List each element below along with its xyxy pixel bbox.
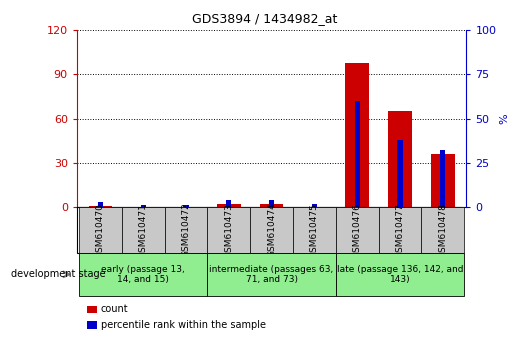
Bar xyxy=(226,200,232,207)
Text: GSM610473: GSM610473 xyxy=(224,202,233,258)
Bar xyxy=(378,207,421,253)
Bar xyxy=(312,204,317,207)
Bar xyxy=(217,204,241,207)
Text: GSM610472: GSM610472 xyxy=(181,203,190,257)
Bar xyxy=(98,202,103,207)
Text: early (passage 13,
14, and 15): early (passage 13, 14, and 15) xyxy=(101,265,185,284)
Text: GDS3894 / 1434982_at: GDS3894 / 1434982_at xyxy=(192,12,338,25)
Text: late (passage 136, 142, and
143): late (passage 136, 142, and 143) xyxy=(337,265,463,284)
Text: GSM610471: GSM610471 xyxy=(139,202,148,258)
Bar xyxy=(440,150,445,207)
Bar xyxy=(87,306,97,313)
Y-axis label: %: % xyxy=(499,113,509,124)
Bar xyxy=(336,207,378,253)
Bar xyxy=(336,253,464,296)
Bar xyxy=(183,205,189,207)
Text: GSM610470: GSM610470 xyxy=(96,202,105,258)
Bar xyxy=(165,207,207,253)
Bar xyxy=(355,101,360,207)
Bar xyxy=(122,207,165,253)
Bar xyxy=(269,200,274,207)
Bar xyxy=(431,154,455,207)
Text: GSM610478: GSM610478 xyxy=(438,202,447,258)
Bar xyxy=(388,111,412,207)
Bar xyxy=(89,206,112,207)
Bar xyxy=(207,253,336,296)
Bar xyxy=(87,321,97,329)
Text: GSM610474: GSM610474 xyxy=(267,203,276,257)
Bar xyxy=(346,63,369,207)
Bar xyxy=(398,140,403,207)
Bar xyxy=(79,207,122,253)
Text: GSM610477: GSM610477 xyxy=(395,202,404,258)
Text: development stage: development stage xyxy=(11,269,105,279)
Bar xyxy=(79,253,207,296)
Text: percentile rank within the sample: percentile rank within the sample xyxy=(101,320,266,330)
Bar xyxy=(140,205,146,207)
Bar xyxy=(421,207,464,253)
Text: GSM610475: GSM610475 xyxy=(310,202,319,258)
Bar xyxy=(207,207,250,253)
Bar xyxy=(250,207,293,253)
Text: count: count xyxy=(101,304,128,314)
Bar xyxy=(293,207,336,253)
Bar xyxy=(260,204,284,207)
Text: intermediate (passages 63,
71, and 73): intermediate (passages 63, 71, and 73) xyxy=(209,265,334,284)
Text: GSM610476: GSM610476 xyxy=(353,202,362,258)
